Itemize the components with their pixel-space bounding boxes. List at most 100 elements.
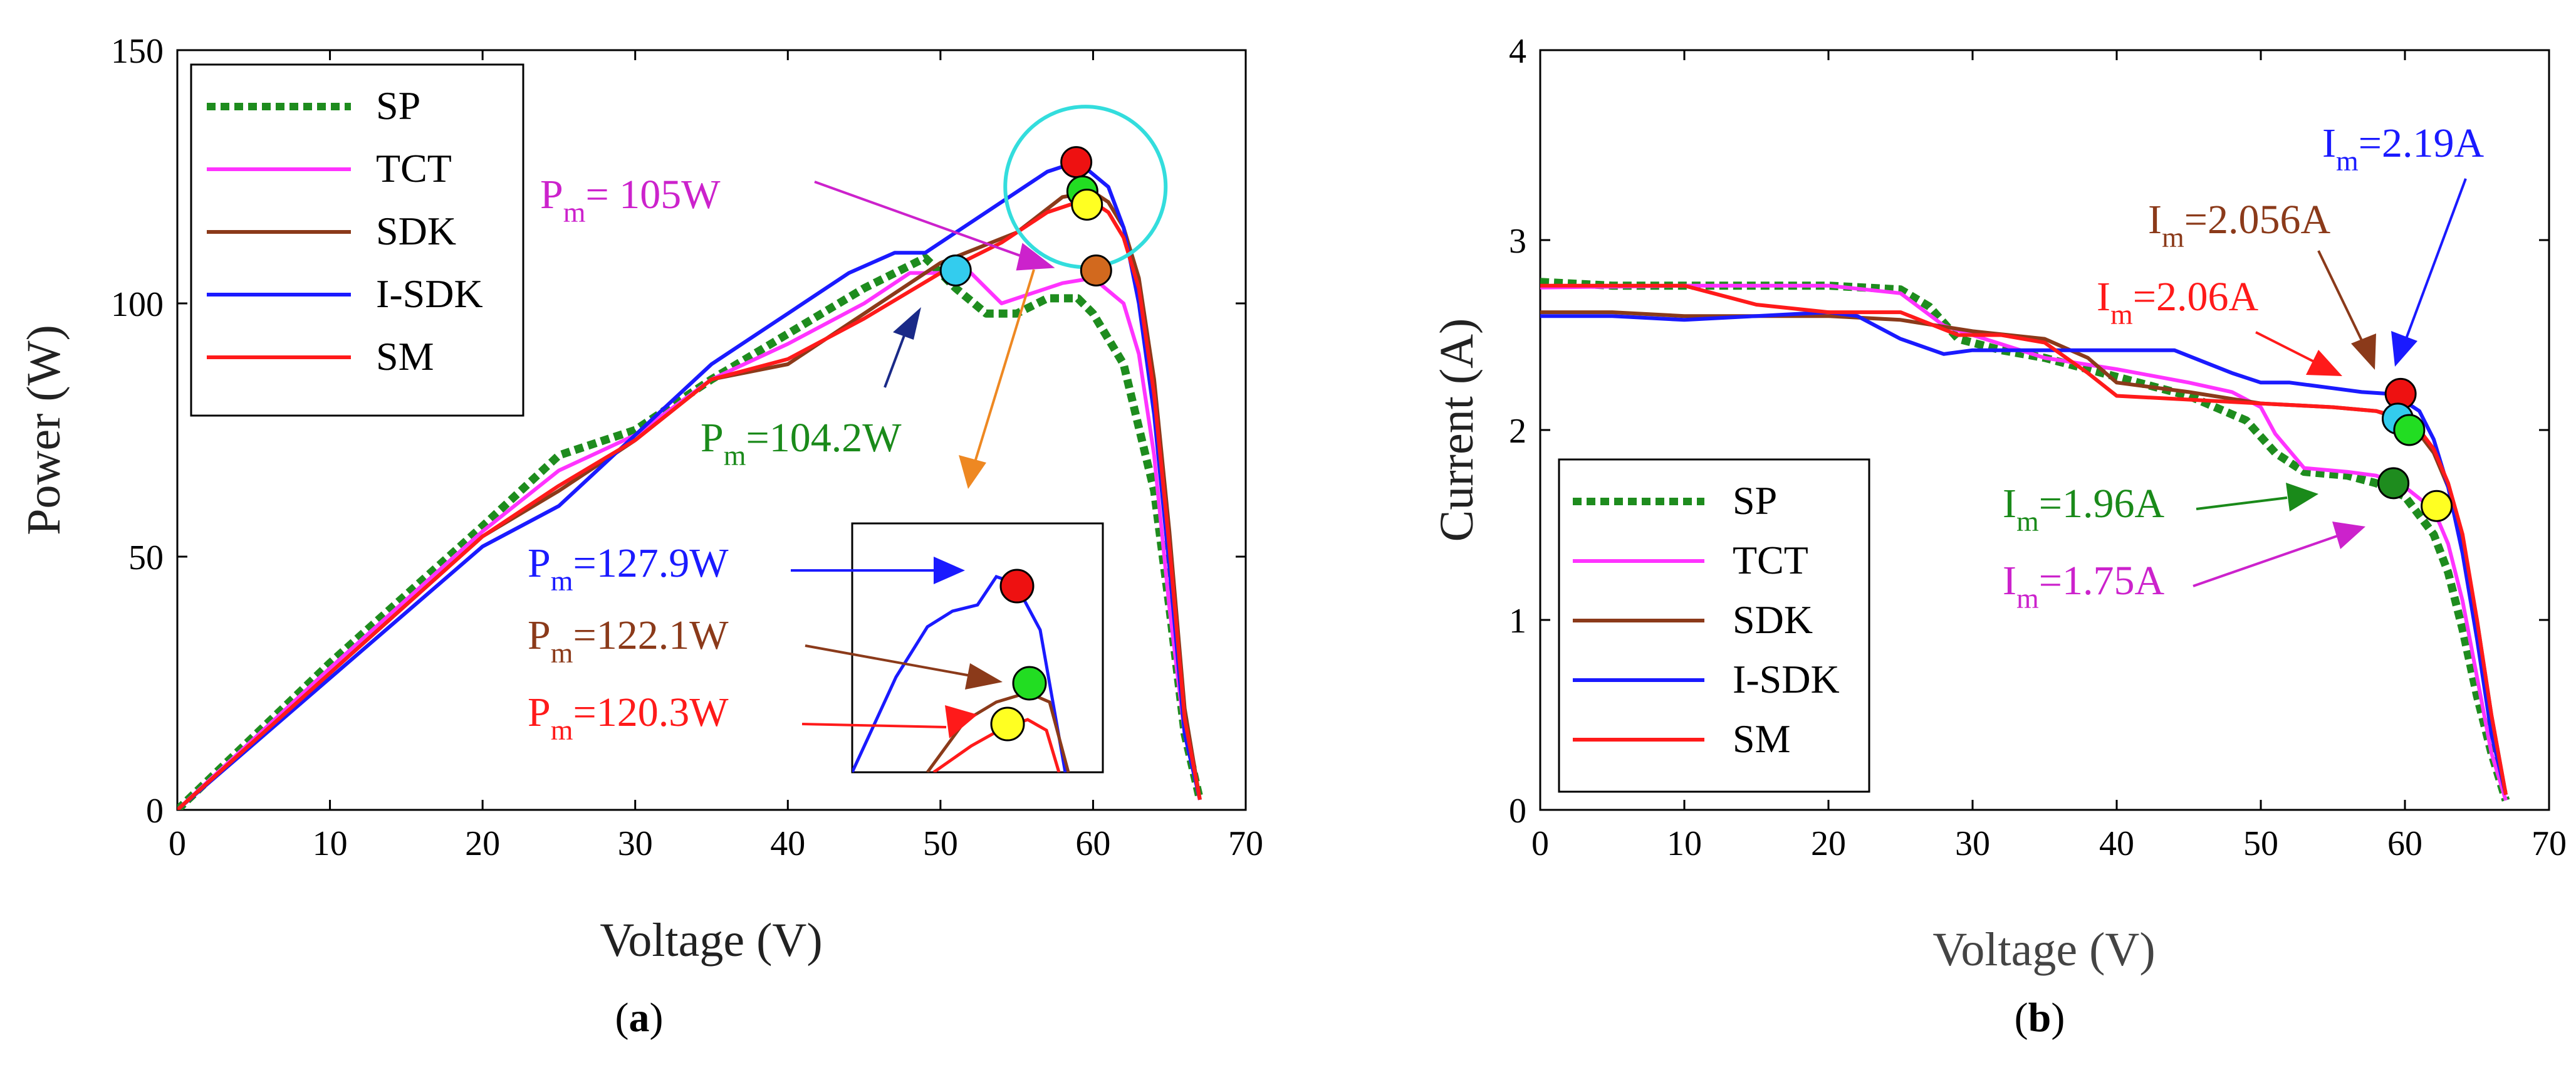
y-tick-label: 1 [1509,602,1526,641]
arrow-head [1016,243,1055,271]
arrow-head [2286,483,2318,512]
panel-b-annotations: Im=2.19A Im=2.056A Im=2.06A Im=1.96A Im=… [2003,120,2484,614]
annotation-im-206a: Im=2.06A [2097,274,2258,330]
arrow-im-206a [2255,331,2316,364]
x-tick-label: 50 [2243,824,2278,863]
legend-label-sdk: SDK [1733,597,1813,642]
legend-label-i-sdk: I-SDK [376,271,483,316]
x-tick-label: 20 [1811,824,1846,863]
legend-label-tct: TCT [376,146,452,191]
mpp-marker-sm [1071,188,1103,221]
x-tick-label: 30 [618,824,653,863]
x-tick-label: 40 [2099,824,2134,863]
x-tick-label: 0 [169,824,186,863]
y-tick-label: 2 [1509,412,1526,451]
x-tick-label: 30 [1955,824,1990,863]
arrow-head [945,705,978,738]
legend-label-sm: SM [1733,716,1791,761]
arrow-im-2056a [2317,250,2364,342]
x-tick-label: 0 [1531,824,1549,863]
arrow-pm-122w [805,644,978,678]
legend-label-sdk: SDK [376,209,456,253]
arrow-head [2306,350,2342,376]
inset-marker-isdk [999,569,1035,604]
x-tick-label: 60 [1075,824,1110,863]
x-tick-label: 10 [1667,824,1702,863]
panel-b: 0 10 20 30 40 50 60 70 0 1 2 3 4 Im=2.19A Im=2.056A … [1431,32,2567,1041]
arrow-pm-104w [884,327,909,388]
y-tick-label: 100 [111,285,164,324]
arrow-head [2332,522,2365,549]
arrow-pm-105w [814,181,1031,261]
series-sm-line [1540,283,2508,795]
legend-label-tct: TCT [1733,538,1808,582]
inset-curves [852,569,1070,772]
panel-b-markers [2377,377,2453,522]
mpp-marker-tct [2421,490,2453,522]
panel-b-xlabel: Voltage (V) [1932,923,2155,976]
arrow-head [959,455,986,489]
panel-a-markers [939,146,1112,286]
panel-a-xlabel: Voltage (V) [600,914,822,967]
panel-b-series [1540,278,2510,802]
legend-label-sp: SP [1733,478,1777,523]
zoom-inset [851,522,1104,774]
panel-a-legend: SP TCT SDK I-SDK SM [190,63,524,417]
annotation-im-196a: Im=1.96A [2003,481,2164,537]
legend-label-sp: SP [376,83,420,128]
legend-box [1558,458,1870,793]
arrow-to-inset [973,269,1035,464]
arrow-im-196a [2196,496,2288,510]
x-tick-label: 20 [465,824,500,863]
panel-a-axes: 0 10 20 30 40 50 60 70 0 50 100 150 [111,32,1263,863]
panel-a-caption: (a) [615,995,664,1041]
panel-b-caption: (b) [2015,995,2065,1041]
panel-a: 0 10 20 30 40 50 60 70 0 50 100 150 Pm= 105W Pm=104… [18,32,1263,1041]
annotation-pm-127w: Pm=127.9W [528,540,729,597]
annotation-pm-104w: Pm=104.2W [701,415,902,471]
panel-a-ylabel: Power (W) [18,325,70,535]
x-tick-label: 60 [2387,824,2422,863]
y-tick-label: 150 [111,32,164,71]
annotation-im-2056a: Im=2.056A [2148,197,2330,253]
arrow-head [893,307,921,340]
x-tick-label: 40 [770,824,805,863]
arrow-head [2351,333,2376,370]
inset-marker-sdk [1012,666,1047,701]
inset-marker-sm [990,706,1025,742]
panel-b-ylabel: Current (A) [1431,318,1483,542]
annotation-im-219a: Im=2.19A [2322,120,2484,177]
arrow-head [934,557,965,584]
legend-box [190,63,524,417]
arrow-im-175a [2193,535,2338,587]
annotation-pm-120w: Pm=120.3W [528,690,729,746]
x-tick-label: 10 [313,824,348,863]
y-tick-label: 50 [128,538,164,577]
annotation-im-175a: Im=1.75A [2003,558,2164,614]
mpp-marker-sdk [2393,414,2426,446]
x-tick-label: 70 [2532,824,2567,863]
arrow-im-219a [2405,178,2467,339]
arrow-head [965,663,1003,690]
arrow-head [2391,331,2417,367]
series-sm-line [177,200,1202,810]
arrow-pm-120w [801,723,947,728]
y-tick-label: 0 [1509,792,1526,831]
panel-b-axes: 0 10 20 30 40 50 60 70 0 1 2 3 4 [1509,32,2567,863]
legend-label-sm: SM [376,334,434,379]
annotation-pm-122w: Pm=122.1W [528,612,729,669]
y-tick-label: 3 [1509,222,1526,261]
y-tick-label: 4 [1509,32,1526,71]
series-tct-line [1540,283,2508,801]
legend-label-i-sdk: I-SDK [1733,657,1840,701]
inset-curve-isdk [852,575,1067,772]
panel-a-annotations: Pm= 105W Pm=104.2W Pm=127.9W Pm=122.1W [528,172,1104,774]
x-tick-label: 70 [1228,824,1263,863]
annotation-pm-105w: Pm= 105W [540,172,721,228]
mpp-marker-i-sdk [1060,146,1093,179]
panel-b-legend: SP TCT SDK I-SDK SM [1558,458,1870,793]
mpp-marker-sp [939,254,972,286]
mpp-marker-sp [2377,467,2410,500]
x-tick-label: 50 [923,824,958,863]
